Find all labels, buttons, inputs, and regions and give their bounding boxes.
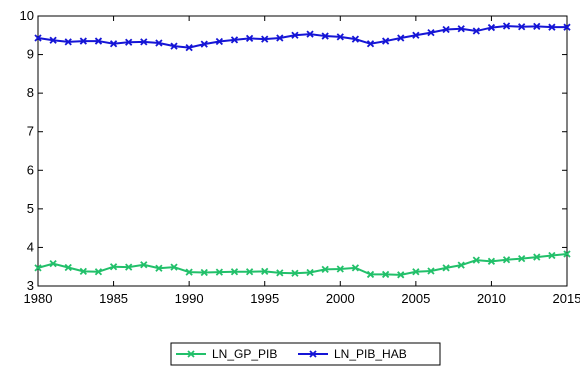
data-point [366,40,375,48]
data-point [518,254,526,263]
data-point [442,25,450,34]
data-point [170,42,178,50]
data-point [125,38,133,46]
data-point [64,263,72,272]
data-point [94,37,103,45]
data-point [457,25,465,33]
data-point [230,36,239,44]
legend-item: LN_PIB_HAB [298,347,407,361]
data-point [200,40,208,48]
y-tick-label: 5 [27,201,34,216]
data-point [427,28,435,37]
data-point [533,22,541,31]
data-point [381,270,390,279]
data-point [412,268,420,276]
data-point [457,261,465,269]
data-point [563,250,571,258]
series-layer [34,22,571,279]
data-point [245,34,254,43]
legend-label: LN_GP_PIB [212,347,277,361]
data-point [79,267,87,275]
data-point [533,253,541,261]
x-tick-label: 1995 [250,291,279,306]
data-point [321,32,329,40]
data-point [306,268,314,277]
data-point [34,34,42,42]
data-point [261,267,269,275]
data-point [336,33,344,41]
x-tick-label: 1985 [99,291,128,306]
data-point [34,264,42,272]
y-tick-label: 7 [27,124,34,139]
y-tick-label: 8 [27,85,34,100]
x-tick-label: 1980 [24,291,53,306]
data-point [397,34,405,42]
data-point [49,36,57,44]
data-point [94,268,103,276]
data-point [261,35,269,43]
data-point [472,27,480,35]
data-point [230,268,239,276]
data-point [276,34,284,42]
data-point [291,269,299,277]
data-point [155,39,163,47]
data-point [472,256,480,264]
x-tick-label: 1990 [175,291,204,306]
data-point [215,268,224,276]
data-point [140,38,148,46]
x-tick-label: 2010 [477,291,506,306]
data-point [79,37,87,45]
data-point [502,22,511,30]
x-tick-label: 2005 [401,291,430,306]
series-line-ln-pib-hab [37,25,567,49]
data-point [185,43,193,52]
y-tick-label: 4 [27,239,34,254]
y-tick-label: 6 [27,162,34,177]
x-tick-label: 2015 [553,291,580,306]
data-point [200,268,208,277]
legend: LN_GP_PIB LN_PIB_HAB [170,342,441,366]
data-point [336,265,344,273]
data-point [487,257,496,265]
legend-label: LN_PIB_HAB [334,347,407,361]
data-point [548,23,556,31]
data-point [427,267,435,275]
data-point [64,38,72,46]
data-point [518,23,526,31]
x-tick-label: 2000 [326,291,355,306]
data-point [381,37,390,45]
data-point [109,40,118,48]
data-point [215,37,224,46]
data-point [351,264,360,272]
y-tick-label: 9 [27,47,34,62]
data-point [366,270,375,279]
data-point [548,251,556,260]
data-point [321,265,329,274]
data-point [185,268,193,276]
data-point [563,23,571,31]
data-point [276,269,284,277]
data-point [412,31,420,39]
data-point [291,31,299,39]
axes: 3 4 5 6 7 8 9 10 1980 1985 1990 1995 2000 2005 2010 201… [20,8,580,306]
data-point [155,264,163,272]
data-point [170,263,178,271]
series-line-ln-gp-pib [37,252,568,276]
data-point [306,30,314,38]
data-point [351,35,360,43]
y-tick-label: 10 [20,8,34,23]
data-point [125,263,133,271]
data-point [140,261,148,269]
data-point [245,268,254,276]
data-point [109,263,118,271]
data-point [442,264,450,272]
data-point [487,23,496,32]
data-point [502,256,511,264]
data-point [397,271,405,279]
y-tick-label: 3 [27,278,34,293]
legend-item: LN_GP_PIB [176,347,277,361]
plot-frame [37,15,568,287]
data-point [49,259,57,268]
